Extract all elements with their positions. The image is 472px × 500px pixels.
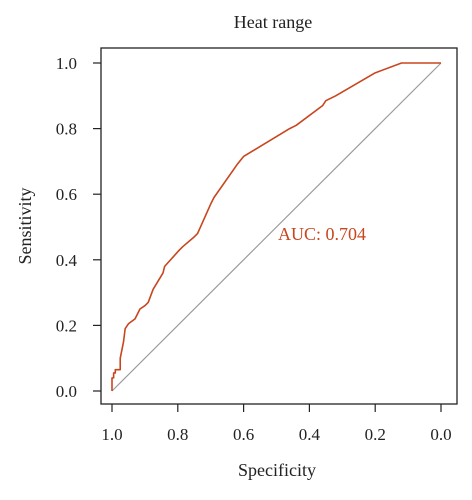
chart-title: Heat range <box>234 12 312 32</box>
y-axis-title: Sensitivity <box>15 187 35 264</box>
y-axis-tick-label: 0.2 <box>56 316 77 335</box>
x-axis-tick-label: 0.6 <box>233 425 254 444</box>
reference-diagonal-line <box>111 62 442 392</box>
y-axis-tick-label: 0.6 <box>56 185 77 204</box>
y-axis-tick-label: 0.8 <box>56 120 77 139</box>
x-axis: 1.0 0.8 0.6 0.4 0.2 0.0 <box>101 404 452 444</box>
y-axis-tick-label: 1.0 <box>56 54 77 73</box>
x-axis-tick-label: 0.4 <box>299 425 321 444</box>
roc-curve-line <box>111 62 441 391</box>
x-axis-title: Specificity <box>238 460 316 480</box>
y-axis-tick-label: 0.0 <box>56 382 77 401</box>
reference-diagonal-group <box>111 62 442 392</box>
x-axis-tick-label: 1.0 <box>101 425 122 444</box>
y-axis-tick-label: 0.4 <box>56 251 78 270</box>
x-axis-tick-label: 0.8 <box>167 425 188 444</box>
roc-curve-group <box>111 62 441 391</box>
auc-annotation: AUC: 0.704 <box>278 224 366 244</box>
plot-frame <box>100 47 458 405</box>
y-axis: 0.0 0.2 0.4 0.6 0.8 1.0 <box>56 54 101 401</box>
x-axis-tick-label: 0.2 <box>365 425 386 444</box>
x-axis-tick-label: 0.0 <box>430 425 451 444</box>
